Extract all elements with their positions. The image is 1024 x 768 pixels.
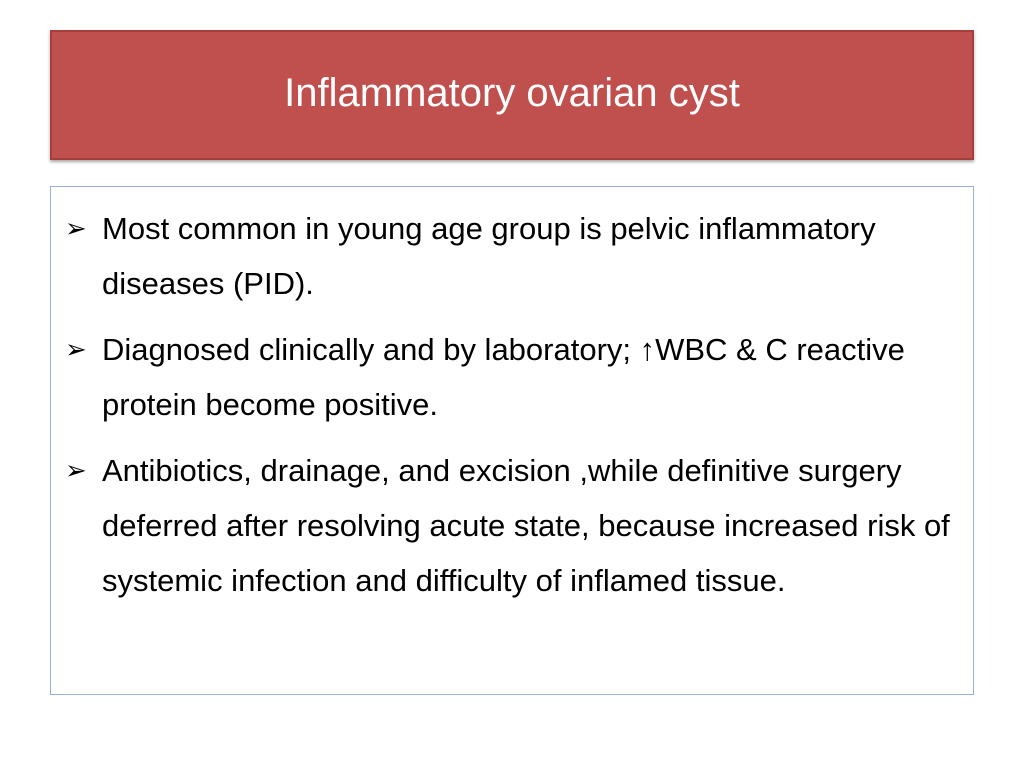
arrowhead-bullet-icon: ➢ <box>65 213 87 243</box>
bullet-list: ➢ Most common in young age group is pelv… <box>65 201 963 619</box>
arrowhead-bullet-icon: ➢ <box>65 334 87 364</box>
bullet-text: Most common in young age group is pelvic… <box>102 211 876 301</box>
bullet-item: ➢ Antibiotics, drainage, and excision ,w… <box>65 443 963 608</box>
bullet-text: Diagnosed clinically and by laboratory; … <box>102 332 905 422</box>
arrowhead-bullet-icon: ➢ <box>65 455 87 485</box>
bullet-item: ➢ Most common in young age group is pelv… <box>65 201 963 311</box>
bullet-item: ➢ Diagnosed clinically and by laboratory… <box>65 322 963 432</box>
slide-content-box: ➢ Most common in young age group is pelv… <box>50 186 974 695</box>
slide-title-bar: Inflammatory ovarian cyst <box>50 30 974 160</box>
bullet-text: Antibiotics, drainage, and excision ,whi… <box>102 453 950 598</box>
slide-title: Inflammatory ovarian cyst <box>284 71 740 115</box>
